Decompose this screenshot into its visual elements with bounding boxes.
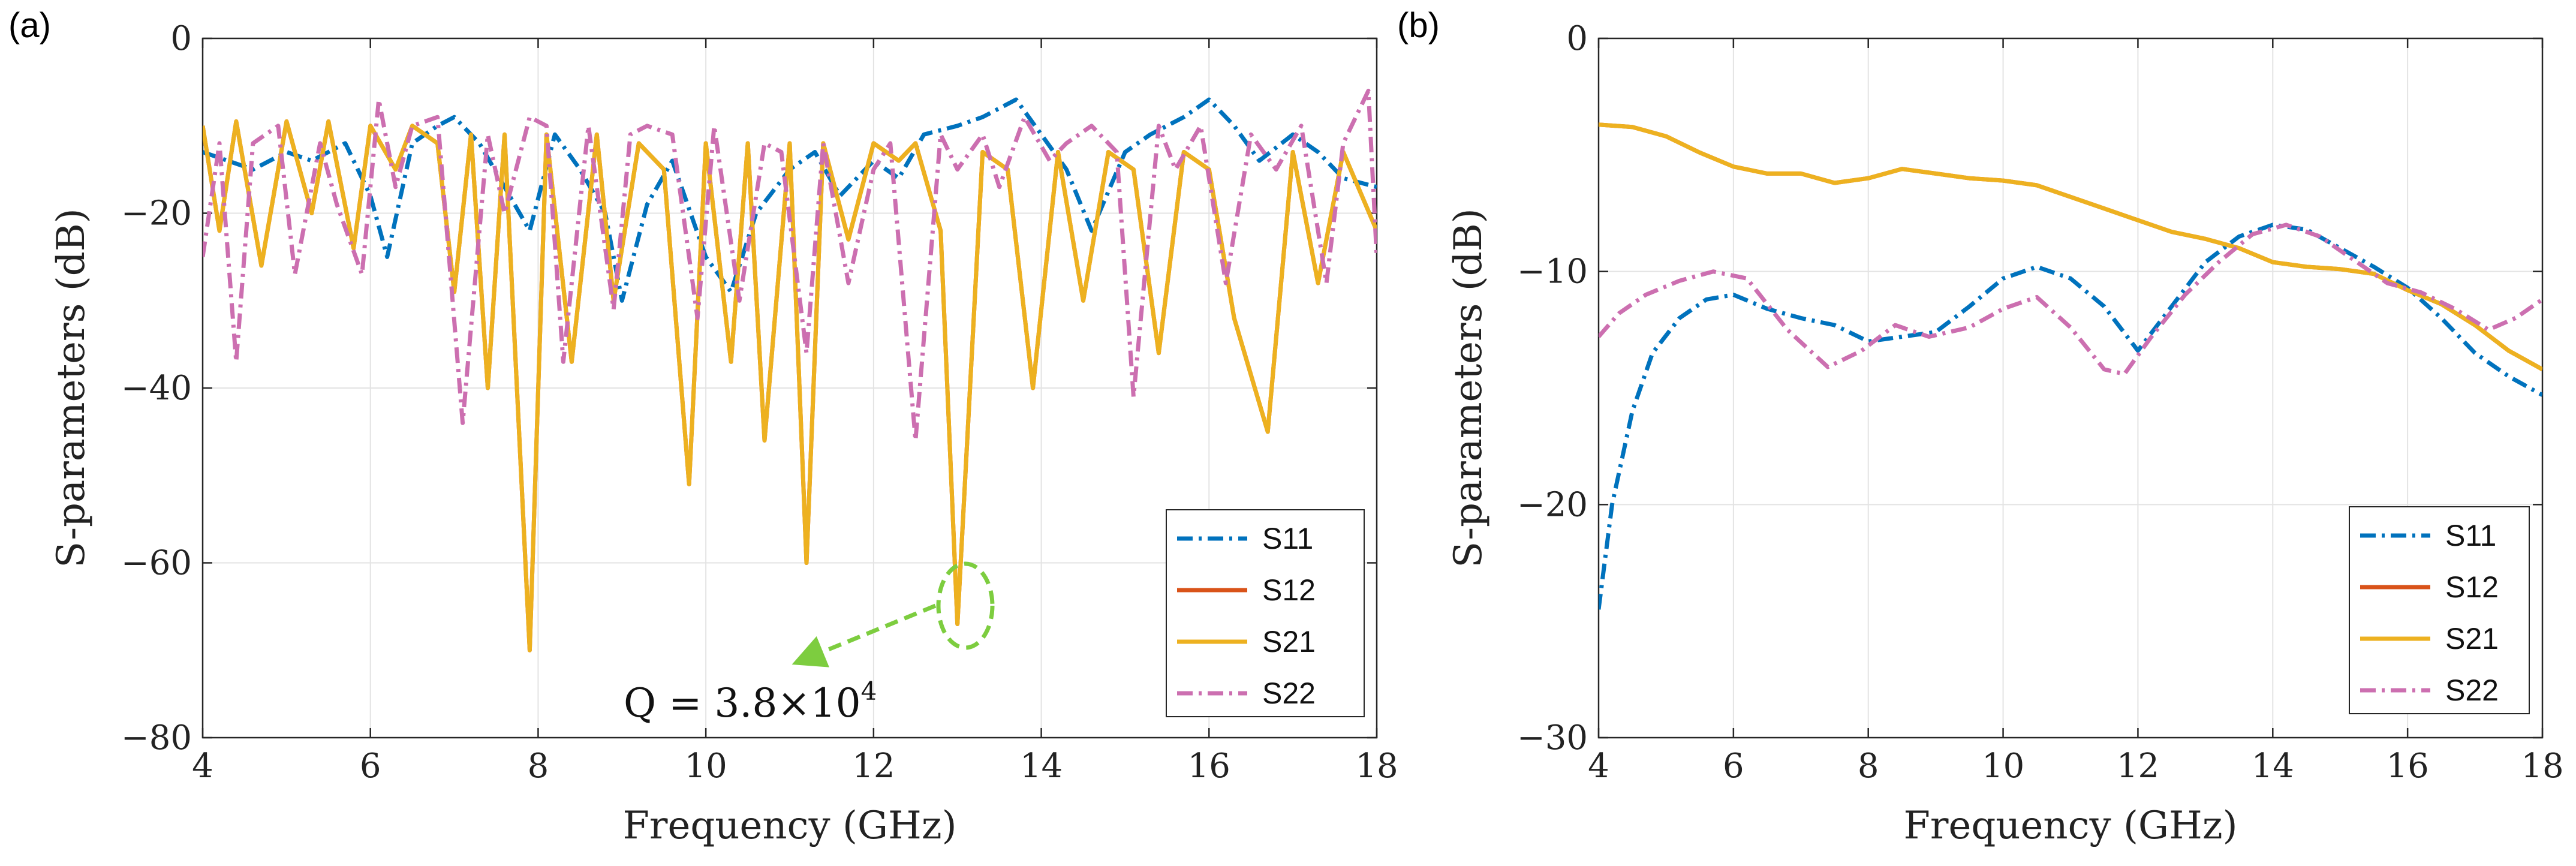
y-tick-label: −60: [121, 544, 192, 583]
y-tick-label: −20: [1517, 485, 1588, 524]
y-tick-label: −40: [121, 369, 192, 408]
legend-label-s12: S12: [2445, 570, 2499, 604]
panel-b-x-ticks: 4 6 8 10 12 14 16 18: [1588, 38, 2564, 786]
x-tick-label: 4: [1588, 747, 1609, 786]
x-tick-label: 16: [1188, 747, 1230, 786]
x-tick-label: 14: [2252, 747, 2294, 786]
panel-b-legend-box: [2349, 506, 2530, 714]
legend-label-s11: S11: [2445, 519, 2496, 552]
panel-a-legend: S11 S12 S21 S22: [1166, 509, 1365, 717]
y-tick-label: −20: [121, 194, 192, 233]
x-tick-label: 8: [528, 747, 549, 786]
panel-b-y-axis-title: S-parameters (dB): [1446, 208, 1491, 568]
x-tick-label: 8: [1858, 747, 1879, 786]
q-annotation: Q = 3.8×104: [624, 561, 995, 726]
legend-label-s21: S21: [2445, 622, 2499, 655]
panel-a-y-ticks: 0 −20 −40 −60 −80: [121, 19, 1377, 757]
panel-b-axes-box: [1597, 37, 2544, 739]
series-s12-line: [1599, 122, 2542, 371]
series-s21-line: [1599, 122, 2542, 371]
q-annotation-base: Q = 3.8×10: [624, 680, 861, 726]
series-s22-line: [203, 88, 1377, 443]
series-s22-line: [1599, 222, 2542, 377]
x-tick-label: 12: [2117, 747, 2159, 786]
legend-label-s12: S12: [1262, 573, 1316, 607]
x-tick-label: 12: [852, 747, 895, 786]
y-tick-label: 0: [170, 19, 192, 58]
panel-b: (b) 4 6 8 10 12 14 16 18 0 −10 −20 −30 Frequency (…: [1397, 6, 2564, 848]
panel-b-y-ticks: 0 −10 −20 −30: [1517, 19, 2542, 757]
panel-a-legend-box: [1166, 509, 1365, 717]
panel-b-label: (b): [1397, 6, 1440, 45]
panel-b-x-axis-title: Frequency (GHz): [1903, 804, 2237, 848]
x-tick-label: 10: [1982, 747, 2024, 786]
y-tick-label: 0: [1566, 19, 1588, 58]
panel-b-series: [1599, 122, 2542, 610]
y-tick-label: −30: [1517, 718, 1588, 757]
panel-a-label: (a): [8, 6, 51, 45]
x-tick-label: 10: [685, 747, 727, 786]
y-tick-label: −80: [121, 718, 192, 757]
panel-b-legend: S11 S12 S21 S22: [2349, 506, 2530, 714]
y-tick-label: −10: [1517, 252, 1588, 291]
panel-a-x-axis-title: Frequency (GHz): [622, 804, 956, 848]
panel-a: (a) 4 6 8 10 12 14 16 18 0 −20 −40 −60 −80 Frequenc…: [8, 6, 1398, 848]
series-s11-line: [1599, 222, 2542, 610]
panel-a-x-ticks: 4 6 8 10 12 14 16 18: [192, 38, 1398, 786]
q-arrow: [792, 603, 937, 667]
series-s21-line: [203, 119, 1377, 652]
legend-label-s21: S21: [1262, 625, 1316, 658]
x-tick-label: 6: [360, 747, 381, 786]
x-tick-label: 4: [192, 747, 213, 786]
q-annotation-exponent: 4: [861, 676, 877, 706]
x-tick-label: 18: [2521, 747, 2563, 786]
x-tick-label: 16: [2387, 747, 2429, 786]
panel-a-series: [203, 88, 1377, 652]
x-tick-label: 14: [1020, 747, 1063, 786]
legend-label-s11: S11: [1262, 522, 1313, 555]
q-annotation-text: Q = 3.8×104: [624, 676, 877, 726]
q-highlight-ellipse: [936, 561, 995, 650]
legend-label-s22: S22: [1262, 676, 1316, 710]
panel-a-y-axis-title: S-parameters (dB): [49, 208, 94, 568]
x-tick-label: 6: [1723, 747, 1744, 786]
series-s11-line: [203, 97, 1377, 303]
x-tick-label: 18: [1355, 747, 1398, 786]
legend-label-s22: S22: [2445, 673, 2499, 707]
